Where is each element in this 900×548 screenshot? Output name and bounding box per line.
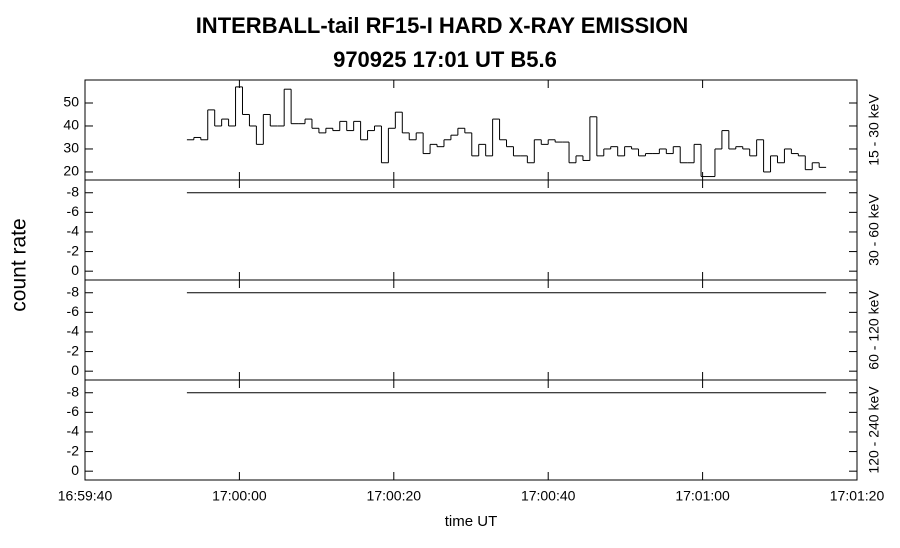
panel-label: 60 - 120 keV — [866, 290, 882, 370]
y-tick-label: -8 — [67, 283, 80, 299]
x-tick-label: 17:00:20 — [367, 488, 422, 504]
y-tick-label: -2 — [67, 242, 80, 258]
x-axis-label: time UT — [445, 513, 498, 530]
y-tick-label: -2 — [67, 342, 80, 358]
y-axis-label: count rate — [8, 218, 31, 311]
y-tick-label: -6 — [67, 403, 80, 419]
y-tick-label: -6 — [67, 203, 80, 219]
y-tick-label: 40 — [63, 117, 79, 133]
y-tick-label: -4 — [67, 323, 80, 339]
step-connector — [193, 86, 820, 177]
x-tick-label: 17:01:00 — [675, 488, 730, 504]
y-tick-label: 20 — [63, 163, 79, 179]
panel-frame — [84, 79, 858, 181]
y-tick-label: 0 — [71, 362, 79, 378]
panel-frame — [84, 379, 858, 481]
panel-label: 120 - 240 keV — [866, 386, 882, 474]
y-tick-label: 50 — [63, 94, 79, 110]
y-tick-label: -4 — [67, 223, 80, 239]
y-tick-label: 0 — [71, 462, 79, 478]
panel-label: 30 - 60 keV — [866, 194, 882, 266]
chart-title: INTERBALL-tail RF15-I HARD X-RAY EMISSIO… — [196, 13, 689, 38]
x-tick-label: 17:00:40 — [521, 488, 576, 504]
panel-label: 15 - 30 keV — [866, 94, 882, 166]
x-tick-label: 16:59:40 — [58, 488, 113, 504]
x-tick-label: 17:00:00 — [212, 488, 267, 504]
y-tick-label: -8 — [67, 183, 80, 199]
chart-subtitle: 970925 17:01 UT B5.6 — [333, 47, 557, 72]
y-tick-label: -4 — [67, 423, 80, 439]
panel-frame — [84, 179, 858, 281]
x-tick-label: 17:01:20 — [830, 488, 885, 504]
panel-frame — [84, 279, 858, 381]
y-tick-label: -6 — [67, 303, 80, 319]
y-tick-label: 0 — [71, 262, 79, 278]
y-tick-label: -8 — [67, 383, 80, 399]
y-tick-label: 30 — [63, 140, 79, 156]
y-tick-label: -2 — [67, 442, 80, 458]
